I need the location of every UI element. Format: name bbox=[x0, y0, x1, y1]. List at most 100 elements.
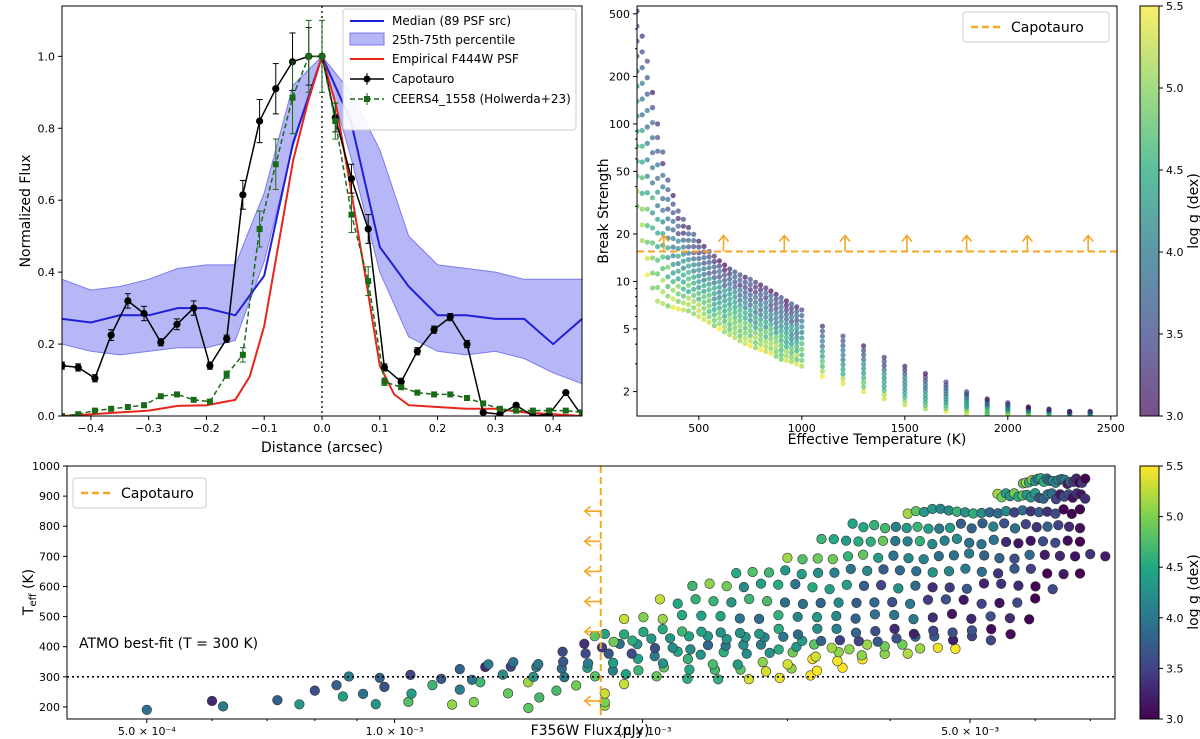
model-point bbox=[657, 613, 668, 625]
model-point bbox=[711, 307, 717, 313]
model-point bbox=[743, 674, 755, 685]
model-point bbox=[670, 244, 676, 250]
model-point bbox=[557, 646, 568, 657]
model-point bbox=[655, 121, 661, 127]
model-point bbox=[737, 307, 743, 313]
model-point bbox=[670, 287, 676, 293]
model-point bbox=[649, 210, 656, 216]
ceers4-1558-holwerda-23-markers bbox=[62, 19, 582, 416]
model-point bbox=[675, 261, 681, 267]
model-point bbox=[861, 366, 867, 372]
model-point bbox=[732, 319, 738, 326]
model-point bbox=[675, 223, 681, 229]
model-point bbox=[773, 325, 779, 331]
data-point bbox=[463, 340, 471, 348]
model-point bbox=[902, 648, 913, 659]
model-point bbox=[977, 518, 988, 529]
data-point bbox=[464, 395, 471, 402]
model-point bbox=[1037, 536, 1049, 547]
model-point bbox=[665, 303, 671, 309]
model-point bbox=[691, 305, 697, 311]
model-point bbox=[831, 623, 842, 635]
data-point bbox=[496, 410, 504, 416]
model-point bbox=[758, 341, 764, 348]
model-point bbox=[685, 244, 692, 250]
model-point bbox=[783, 353, 790, 359]
break-colorbar-gradient bbox=[1139, 5, 1160, 417]
psf-y-axis-label: Normalized Flux bbox=[18, 155, 34, 268]
model-point bbox=[608, 636, 619, 648]
model-point bbox=[901, 522, 912, 534]
model-point bbox=[638, 626, 649, 638]
model-point bbox=[685, 231, 692, 237]
model-point bbox=[1012, 597, 1023, 608]
model-point bbox=[778, 314, 784, 320]
model-point bbox=[1000, 536, 1012, 548]
model-point bbox=[1074, 504, 1086, 515]
model-point bbox=[783, 334, 790, 341]
model-point bbox=[722, 303, 728, 309]
model-point bbox=[691, 286, 697, 292]
model-point bbox=[644, 58, 650, 64]
model-point bbox=[877, 535, 889, 547]
data-point bbox=[512, 401, 520, 409]
model-point bbox=[927, 538, 938, 550]
model-point bbox=[706, 276, 712, 282]
model-point bbox=[881, 367, 887, 373]
model-point bbox=[902, 402, 908, 408]
model-point bbox=[637, 203, 640, 209]
upper-limit-arrow bbox=[583, 626, 601, 638]
model-point bbox=[706, 270, 712, 276]
colorbar-tick-label: 5.5 bbox=[1166, 0, 1184, 13]
model-point bbox=[680, 307, 687, 313]
model-point bbox=[788, 336, 795, 342]
model-point bbox=[788, 341, 795, 347]
model-point bbox=[655, 244, 661, 250]
model-point bbox=[727, 266, 733, 272]
model-point bbox=[842, 551, 854, 562]
break-colorbar-label: log g (dex) bbox=[1186, 173, 1200, 249]
data-point bbox=[206, 398, 213, 405]
model-point bbox=[850, 613, 861, 624]
lower-limit-arrow bbox=[778, 234, 790, 252]
model-point bbox=[783, 307, 790, 313]
model-point bbox=[773, 310, 779, 316]
model-point bbox=[934, 523, 945, 534]
model-point bbox=[685, 301, 692, 308]
model-point bbox=[979, 550, 990, 561]
data-point bbox=[256, 225, 263, 232]
model-point bbox=[737, 323, 743, 329]
model-point bbox=[747, 281, 753, 288]
colorbar-tick-label: 4.5 bbox=[1166, 164, 1184, 177]
model-point bbox=[607, 657, 619, 669]
model-point bbox=[856, 650, 867, 661]
data-point bbox=[124, 297, 132, 305]
data-point bbox=[62, 413, 65, 416]
model-point bbox=[742, 335, 748, 341]
model-point bbox=[1009, 553, 1020, 564]
model-point bbox=[706, 298, 712, 304]
model-point bbox=[141, 704, 152, 715]
model-point bbox=[706, 259, 712, 265]
y-tick-label: 10 bbox=[616, 275, 630, 288]
model-point bbox=[922, 371, 929, 377]
x-tick-label: 0.4 bbox=[544, 422, 562, 435]
model-point bbox=[685, 263, 692, 269]
model-point bbox=[1069, 551, 1081, 562]
model-point bbox=[722, 282, 728, 289]
model-point bbox=[644, 107, 650, 114]
model-point bbox=[747, 276, 753, 282]
model-point bbox=[758, 337, 764, 343]
data-point bbox=[529, 407, 536, 414]
model-point bbox=[819, 343, 826, 349]
model-point bbox=[374, 672, 385, 683]
model-point bbox=[727, 276, 733, 282]
model-point bbox=[847, 518, 858, 529]
model-point bbox=[727, 281, 733, 287]
model-point bbox=[727, 311, 733, 317]
model-point bbox=[701, 271, 707, 277]
model-point bbox=[737, 277, 743, 283]
data-point bbox=[546, 407, 553, 414]
model-point bbox=[732, 304, 738, 310]
model-point bbox=[696, 279, 702, 285]
